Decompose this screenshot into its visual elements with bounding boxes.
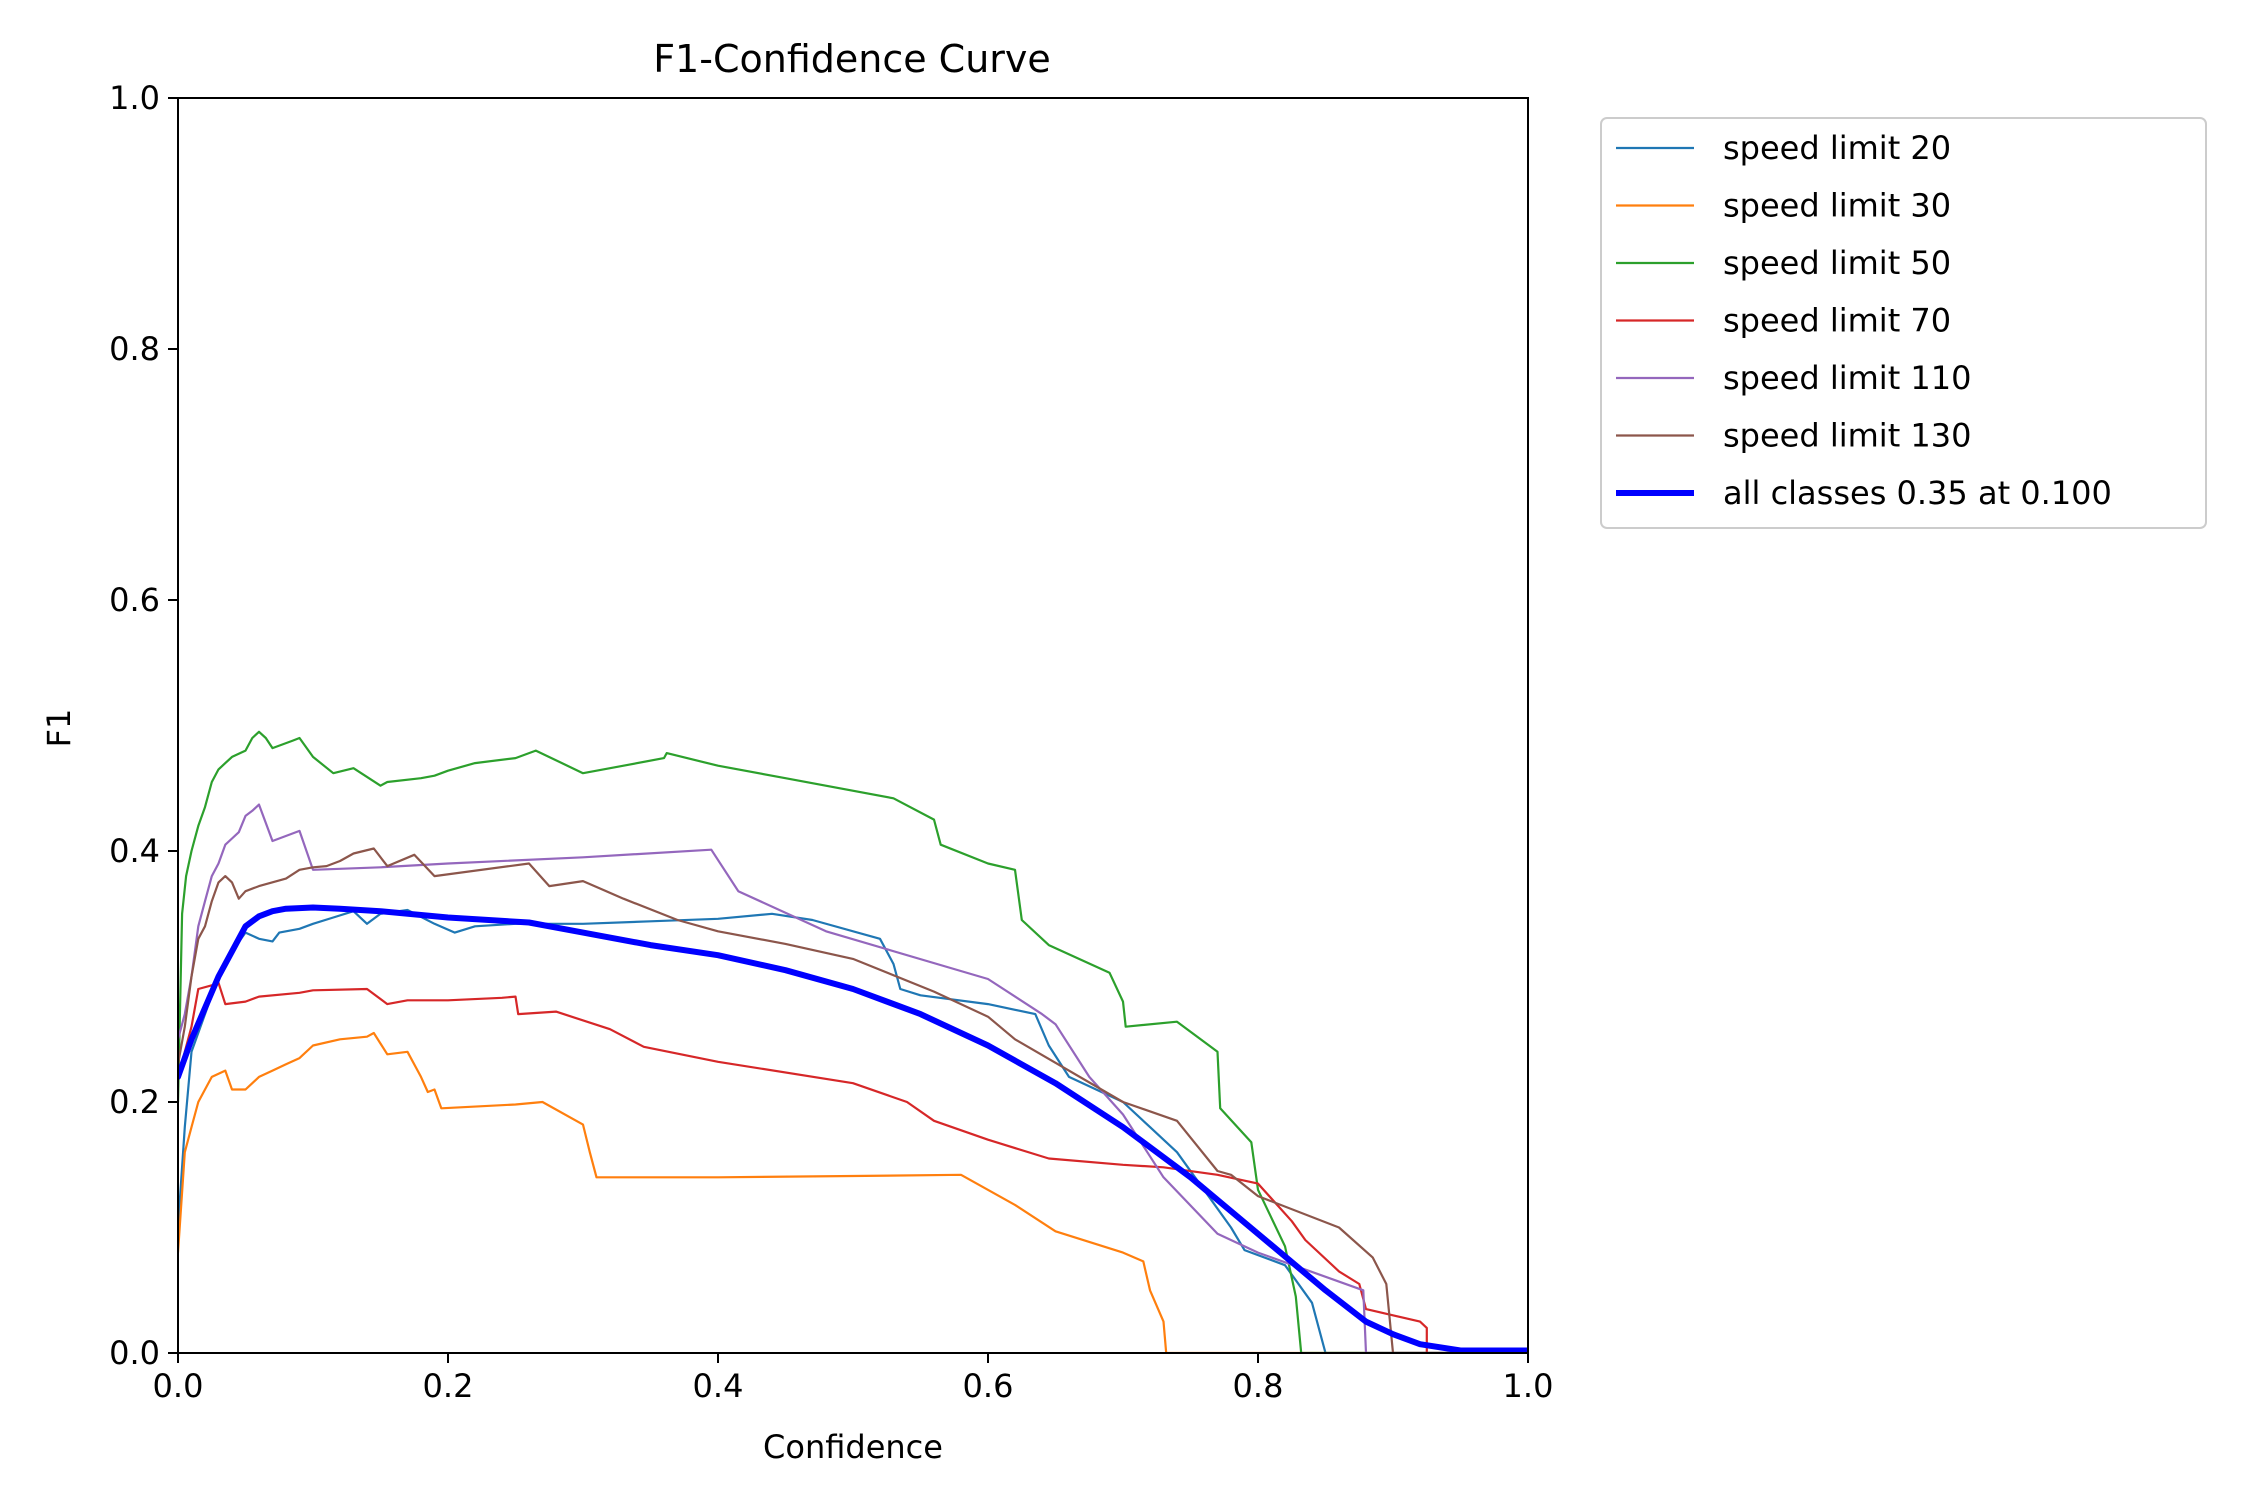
chart-title: F1-Confidence Curve <box>653 37 1051 81</box>
legend-label-2: speed limit 30 <box>1723 187 1951 225</box>
x-tick-label: 1.0 <box>1503 1367 1554 1405</box>
y-axis: 0.0 0.2 0.4 0.6 0.8 1.0 <box>109 79 178 1372</box>
legend-label-3: speed limit 50 <box>1723 244 1951 282</box>
y-tick-label: 1.0 <box>109 79 160 117</box>
legend-label-1: speed limit 20 <box>1723 129 1951 167</box>
y-tick-label: 0.0 <box>109 1334 160 1372</box>
series-layer <box>178 730 1528 1353</box>
series-line-6 <box>178 847 1528 1353</box>
y-tick-label: 0.2 <box>109 1083 160 1121</box>
legend-items: speed limit 20 speed limit 30 speed limit … <box>1616 129 2112 512</box>
series-line-4 <box>178 981 1428 1353</box>
plot-frame <box>177 97 1529 1354</box>
series-line-5 <box>178 803 1528 1353</box>
series-line-2 <box>178 1031 1528 1353</box>
y-axis-label: F1 <box>40 709 78 748</box>
y-tick-label: 0.4 <box>109 832 160 870</box>
x-tick-label: 0.4 <box>693 1367 744 1405</box>
legend-box <box>1600 117 2207 529</box>
x-tick-label: 0.8 <box>1233 1367 1284 1405</box>
series-line-3 <box>178 730 1528 1353</box>
y-tick-label: 0.6 <box>109 581 160 619</box>
series-line-1 <box>178 908 1528 1353</box>
legend-label-4: speed limit 70 <box>1723 302 1951 340</box>
y-tick-label: 0.8 <box>109 330 160 368</box>
legend: speed limit 20 speed limit 30 speed limit … <box>1600 117 2207 529</box>
x-tick-label: 0.0 <box>153 1367 204 1405</box>
legend-label-7: all classes 0.35 at 0.100 <box>1723 474 2112 512</box>
series-line-7 <box>178 904 1528 1353</box>
legend-label-5: speed limit 110 <box>1723 359 1971 397</box>
legend-label-6: speed limit 130 <box>1723 417 1971 455</box>
x-tick-label: 0.2 <box>423 1367 474 1405</box>
x-axis-label: Confidence <box>763 1428 943 1466</box>
x-axis: 0.0 0.2 0.4 0.6 0.8 1.0 <box>153 1353 1554 1405</box>
x-tick-label: 0.6 <box>963 1367 1014 1405</box>
